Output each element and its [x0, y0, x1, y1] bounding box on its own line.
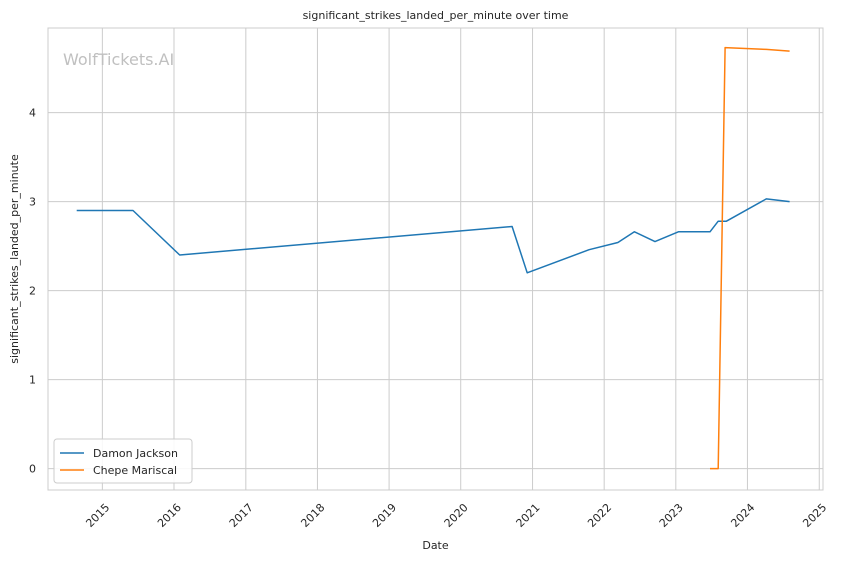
x-axis-label: Date	[422, 539, 449, 552]
x-tick-label: 2016	[155, 501, 184, 530]
y-tick-label: 4	[29, 107, 36, 120]
x-tick-label: 2020	[442, 501, 471, 530]
x-tick-label: 2022	[585, 501, 614, 530]
y-tick-labels: 0 1 2 3 4	[29, 107, 36, 476]
legend-box	[53, 438, 193, 484]
x-tick-labels: 2015 2016 2017 2018 2019 2020 2021 2022 2023 2024…	[83, 501, 829, 530]
legend: Damon Jackson Chepe Mariscal	[53, 438, 193, 484]
watermark: WolfTickets.AI	[63, 50, 174, 69]
series-line-chepe-mariscal	[710, 46, 790, 470]
y-tick-label: 1	[29, 374, 36, 387]
x-tick-label: 2023	[657, 501, 686, 530]
x-tick-label: 2019	[370, 501, 399, 530]
y-tick-label: 0	[29, 463, 36, 476]
series-layer	[76, 46, 790, 470]
x-tick-label: 2017	[227, 501, 256, 530]
series-line-damon-jackson	[76, 198, 790, 274]
y-axis-label: significant_strikes_landed_per_minute	[8, 154, 21, 364]
y-tick-label: 3	[29, 196, 36, 209]
x-tick-label: 2018	[298, 501, 327, 530]
x-tick-label: 2025	[800, 501, 829, 530]
x-tick-label: 2015	[83, 501, 112, 530]
legend-label-damon-jackson: Damon Jackson	[93, 447, 178, 460]
y-tick-label: 2	[29, 285, 36, 298]
x-tick-label: 2021	[514, 501, 543, 530]
x-tick-label: 2024	[728, 501, 757, 530]
plot-area	[47, 27, 824, 491]
legend-label-chepe-mariscal: Chepe Mariscal	[93, 464, 177, 477]
chart-title: significant_strikes_landed_per_minute ov…	[303, 9, 569, 22]
